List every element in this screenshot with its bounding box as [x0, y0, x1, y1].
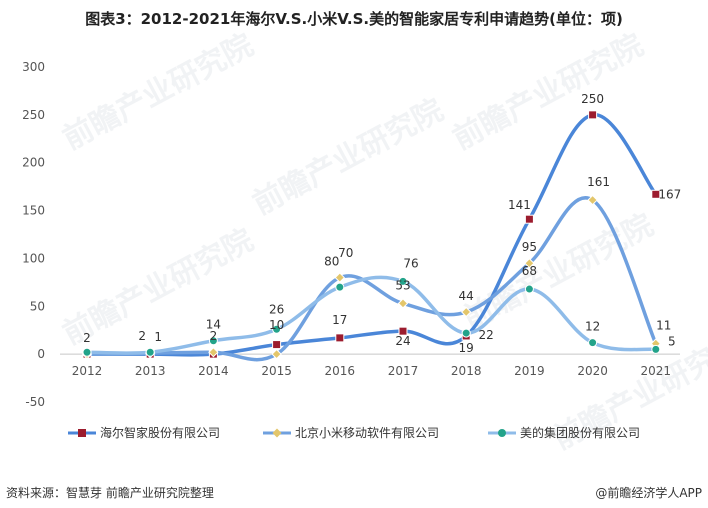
x-tick-label: 2015	[261, 364, 292, 378]
data-label: 76	[403, 256, 418, 270]
data-point-s1-4	[334, 272, 346, 283]
legend-label-1: 北京小米移动软件有限公司	[295, 426, 439, 440]
y-tick-label: 200	[22, 156, 45, 170]
x-tick-label: 2016	[325, 364, 356, 378]
data-point-s2-0	[82, 347, 92, 357]
watermark-text-1: 前瞻产业研究院	[247, 93, 449, 222]
legend-label-0: 海尔智家股份有限公司	[100, 425, 220, 440]
data-point-s0-9	[651, 189, 661, 199]
data-label: 2	[83, 331, 91, 345]
data-point-s2-2	[208, 336, 218, 346]
data-label: 68	[522, 264, 537, 278]
legend-marker-2	[498, 429, 506, 437]
data-point-s0-4	[335, 333, 345, 343]
data-point-s2-5	[398, 276, 408, 286]
data-label: 12	[585, 320, 600, 334]
legend: 海尔智家股份有限公司 北京小米移动软件有限公司 美的集团股份有限公司	[68, 425, 640, 440]
data-point-s1-3	[271, 348, 282, 360]
x-tick-label: 2018	[451, 364, 482, 378]
x-tick-label: 2013	[135, 364, 166, 378]
data-label: 2	[138, 329, 146, 343]
data-point-s1-7	[524, 258, 535, 269]
x-tick-label: 2020	[577, 364, 608, 378]
data-point-s2-6	[461, 328, 471, 338]
legend-label-2: 美的集团股份有限公司	[520, 425, 640, 440]
chart-title: 图表3：2012-2021年海尔V.S.小米V.S.美的智能家居专利申请趋势(单…	[85, 10, 623, 28]
y-tick-label: 300	[22, 60, 45, 74]
data-point-s1-5	[397, 298, 409, 309]
legend-marker-1	[272, 428, 282, 438]
x-tick-label: 2019	[514, 364, 545, 378]
data-label: 26	[269, 302, 284, 316]
data-label: 24	[395, 334, 410, 348]
data-point-s2-1	[145, 347, 155, 357]
credit-note: @前瞻经济学人APP	[595, 486, 702, 500]
extra-data-label: 10	[269, 318, 284, 332]
data-label: 19	[459, 341, 474, 355]
source-note: 资料来源：智慧芽 前瞻产业研究院整理	[6, 486, 214, 500]
data-label: 11	[656, 319, 671, 333]
data-label: 70	[338, 246, 353, 260]
data-point-s0-5	[398, 326, 408, 336]
data-point-s1-2	[208, 347, 219, 358]
x-tick-label: 2017	[388, 364, 419, 378]
data-label: 44	[459, 289, 474, 303]
data-label: 5	[668, 334, 676, 348]
data-label: 80	[324, 255, 339, 269]
data-point-s0-8	[588, 110, 598, 120]
series-markers	[81, 110, 662, 360]
data-label: 2	[210, 329, 218, 343]
y-tick-label: -50	[25, 395, 45, 409]
y-tick-label: 50	[30, 299, 45, 313]
data-point-s2-8	[588, 338, 598, 348]
x-tick-label: 2012	[72, 364, 103, 378]
series-line-1	[85, 196, 658, 362]
data-point-s0-7	[524, 214, 534, 224]
x-axis: 2012 2013 2014 2015 2016 2017 2018 2019 2020 2021	[60, 353, 680, 378]
data-point-s1-8	[587, 194, 598, 206]
data-label: 141	[508, 198, 531, 212]
data-label: 167	[658, 187, 681, 201]
data-point-s2-3	[272, 324, 282, 334]
data-label: 22	[479, 328, 494, 342]
data-label: 53	[395, 278, 410, 292]
data-label: 1	[154, 330, 162, 344]
data-point-s2-9	[651, 344, 661, 354]
y-tick-label: 0	[37, 347, 45, 361]
data-label: 17	[332, 313, 347, 327]
series-line-2	[85, 275, 658, 355]
data-label: 250	[581, 92, 604, 106]
data-point-s2-4	[335, 282, 345, 292]
legend-marker-0	[78, 429, 86, 437]
data-point-s1-6	[460, 306, 472, 318]
x-tick-label: 2014	[198, 364, 229, 378]
watermark-text-2: 前瞻产业研究院	[447, 28, 649, 157]
y-tick-label: 150	[22, 204, 45, 218]
data-label: 161	[587, 175, 610, 189]
data-label: 14	[206, 318, 221, 332]
y-tick-label: 100	[22, 251, 45, 265]
data-label: 95	[522, 240, 537, 254]
y-tick-label: 250	[22, 108, 45, 122]
data-point-s2-7	[524, 284, 534, 294]
y-axis: -50 0 50 100 150 200 250 300	[22, 60, 45, 409]
watermark-text-0: 前瞻产业研究院	[57, 28, 259, 157]
data-point-s0-3	[272, 340, 282, 350]
x-tick-label: 2021	[641, 364, 672, 378]
